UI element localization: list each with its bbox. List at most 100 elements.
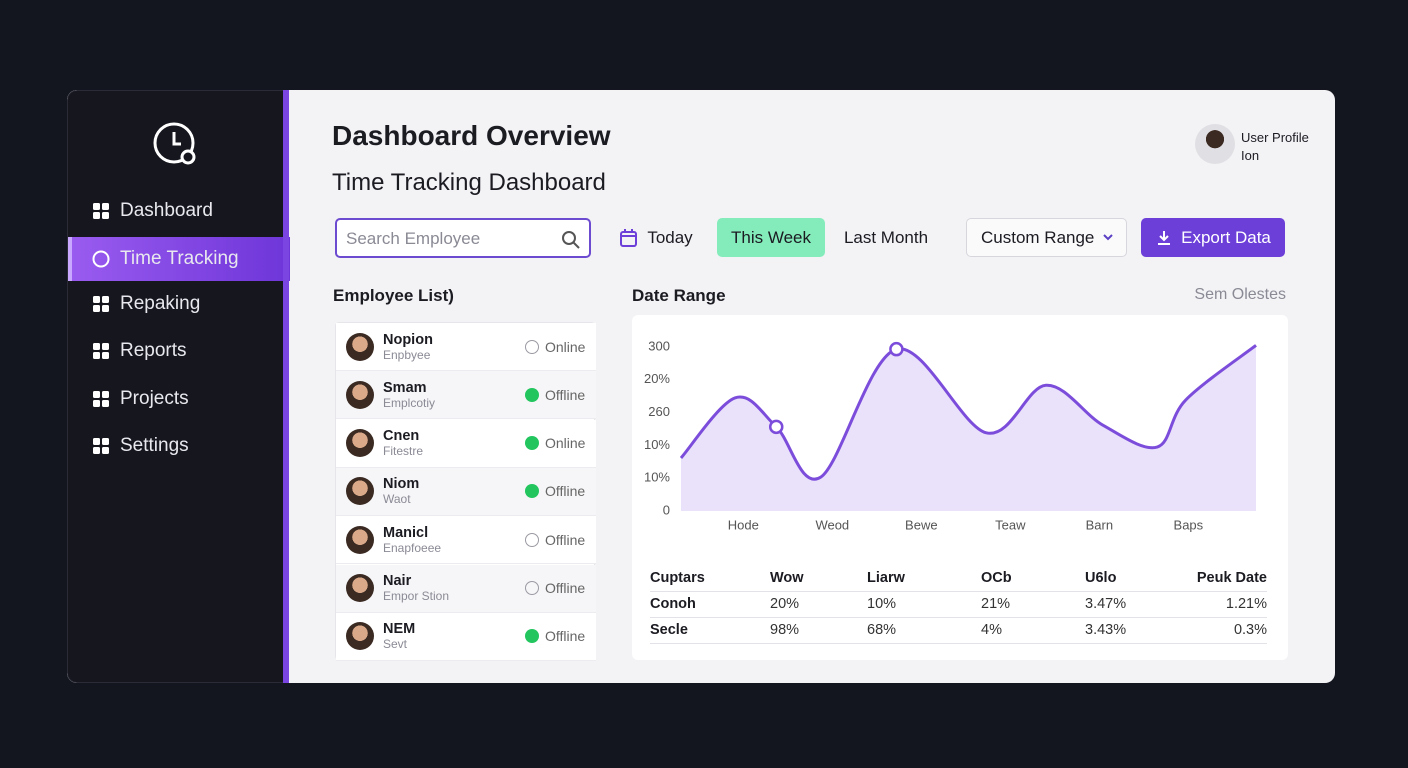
employee-row[interactable]: Manicl Enapfoeee Offline [336, 516, 596, 565]
icon-shape [93, 343, 100, 350]
search-placeholder: Search Employee [346, 229, 481, 248]
y-tick-label: 10% [644, 437, 670, 452]
employee-role: Waot [383, 492, 411, 507]
x-tick-label: Barn [1086, 517, 1113, 532]
range-select[interactable]: Custom Range [966, 218, 1127, 257]
employee-list-title: Employee List) [333, 286, 454, 305]
employee-status: Offline [545, 531, 586, 548]
table-row: Conoh 20% 10% 21% 3.47% 1.21% [650, 591, 1267, 618]
nav-item[interactable]: Dashboard [68, 189, 290, 233]
employee-role: Emplcotiy [383, 395, 436, 410]
employee-avatar [346, 429, 374, 458]
icon-shape [102, 343, 109, 350]
logo [153, 122, 196, 165]
employee-text: Manicl Enapfoeee [383, 525, 441, 555]
employee-name: Niom [383, 476, 420, 493]
employee-name: Nair [383, 573, 412, 589]
area [681, 345, 1256, 511]
nav-label: Repaking [120, 293, 201, 314]
employee-status: Online [545, 338, 586, 355]
icon-shape [102, 212, 109, 219]
filter-label: Last Month [843, 227, 929, 247]
status-dot [525, 629, 539, 644]
chevron [1103, 234, 1113, 241]
table-header-cell: U6lo [1085, 565, 1190, 592]
table-header-cell: OCb [981, 565, 1085, 592]
sidebar-accent [283, 90, 289, 683]
table-cell: Secle [650, 617, 770, 644]
status-dot [525, 436, 539, 451]
employee-role: Fitestre [383, 444, 424, 459]
employee-text: Niom Waot [383, 476, 419, 506]
icon-shape [93, 212, 100, 219]
status-dot [525, 532, 539, 547]
employee-name: NEM [383, 621, 416, 638]
employee-role: Enpbyee [383, 347, 431, 362]
nav-icon [93, 391, 109, 407]
table-cell: Conoh [650, 591, 770, 618]
y-tick-label: 260 [648, 404, 670, 419]
nav-item[interactable]: Settings [68, 424, 290, 468]
y-tick-label: 20% [644, 371, 670, 386]
employee-text: NEM Sevt [383, 621, 415, 651]
table-cell: 4% [981, 617, 1085, 644]
employee-status: Offline [545, 386, 586, 403]
employee-avatar [346, 525, 374, 554]
table-cell: 0.3% [1190, 617, 1267, 644]
table-cell: 20% [770, 591, 867, 618]
range-select-label: Custom Range [981, 227, 1095, 247]
x-tick-label: Teaw [995, 517, 1026, 532]
table-header-cell: Cuptars [650, 565, 770, 592]
icon-shape [620, 230, 638, 247]
employee-avatar [346, 380, 374, 409]
nav-icon [93, 343, 109, 359]
profile-label[interactable]: User Profile Ion [1241, 130, 1309, 163]
nav-item[interactable]: Repaking [68, 282, 290, 326]
nav-icon [93, 438, 109, 454]
employee-row[interactable]: Niom Waot Offline [336, 467, 596, 516]
nav-item[interactable]: Time Tracking [68, 237, 290, 281]
table-cell: 10% [867, 591, 981, 618]
filter-button[interactable]: Last Month [837, 218, 935, 257]
employee-avatar [346, 574, 374, 602]
x-tick-label: Bewe [905, 517, 938, 532]
employee-row[interactable]: NEM Sevt Offline [336, 612, 596, 661]
x-tick-label: Weod [815, 517, 849, 532]
employee-list: Nopion Enpbyee Online Smam Emplcotiy Offline C… [335, 322, 596, 661]
employee-status: Online [545, 435, 586, 452]
filter-button[interactable]: This Week [717, 218, 825, 257]
status-dot [525, 484, 539, 499]
employee-row[interactable]: Nair Empor Stion Offline [336, 564, 596, 613]
employee-name: Smam [383, 379, 427, 396]
nav-icon [93, 296, 109, 312]
x-tick-label: Hode [728, 517, 759, 532]
search-icon [562, 231, 580, 249]
avatar[interactable] [1195, 124, 1235, 164]
table-header-cell: Wow [770, 565, 867, 592]
export-button[interactable]: Export Data [1141, 218, 1285, 257]
employee-role: Sevt [383, 637, 408, 652]
employee-role: Enapfoeee [383, 540, 442, 555]
filter-button[interactable]: Today [614, 218, 698, 257]
nav-label: Projects [120, 388, 189, 409]
nav-item[interactable]: Reports [68, 329, 290, 373]
icon-shape [102, 400, 109, 407]
nav-label: Reports [120, 340, 187, 361]
employee-row[interactable]: Smam Emplcotiy Offline [336, 371, 596, 420]
search-box[interactable]: Search Employee [335, 218, 591, 258]
employee-status: Offline [545, 580, 586, 596]
icon-shape [102, 391, 109, 398]
y-tick-label: 300 [648, 338, 670, 353]
y-tick-label: 10% [644, 470, 670, 485]
employee-name: Manicl [383, 524, 429, 541]
employee-row[interactable]: Cnen Fitestre Online [336, 419, 596, 468]
line [679, 344, 1257, 481]
icon-shape [93, 296, 100, 303]
employee-row[interactable]: Nopion Enpbyee Online [336, 323, 596, 371]
icon-shape [93, 203, 100, 210]
filter-label: This Week [731, 227, 811, 247]
icon-shape [102, 203, 109, 210]
nav-item[interactable]: Projects [68, 377, 290, 421]
nav-label: Time Tracking [120, 248, 239, 269]
